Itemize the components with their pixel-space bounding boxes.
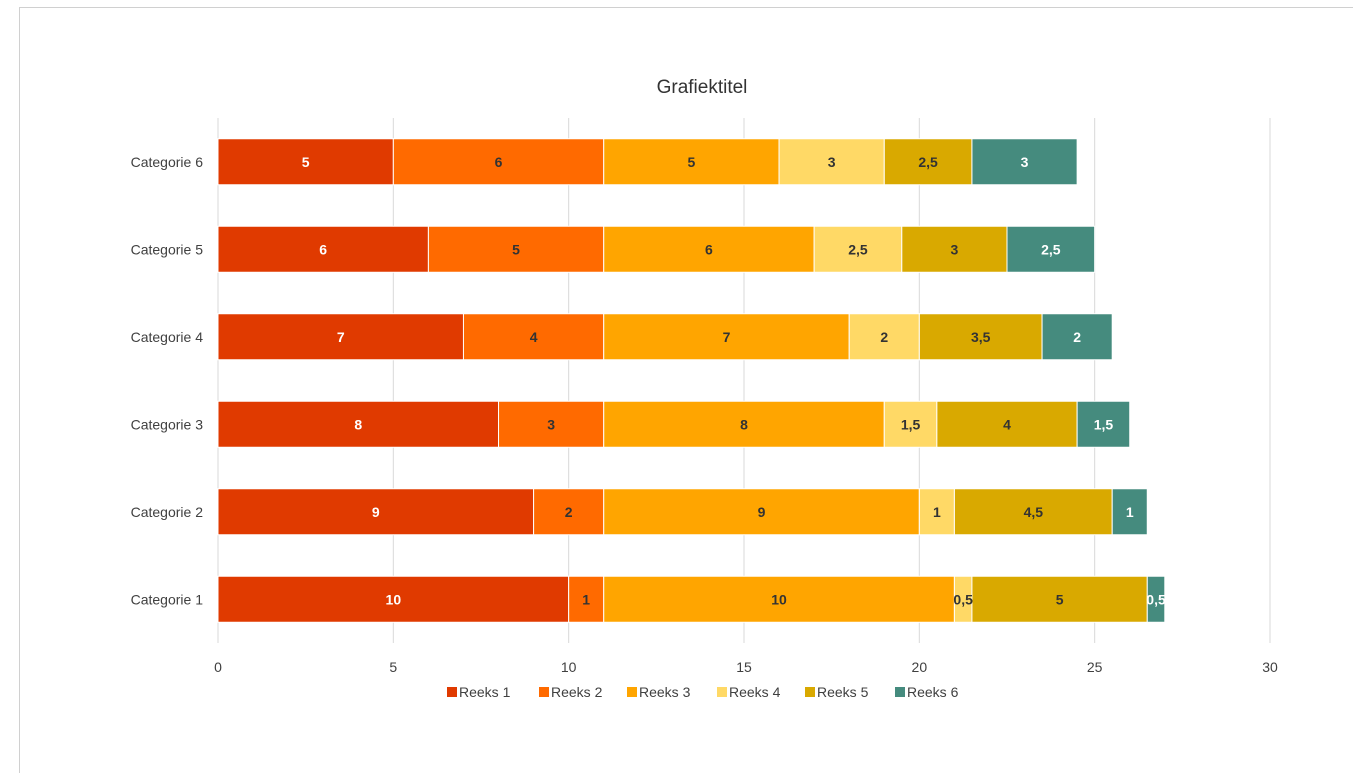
data-label: 8 (354, 416, 362, 432)
data-label: 5 (512, 241, 520, 257)
x-tick-label: 20 (912, 659, 928, 675)
bar-segment (217, 400, 500, 448)
data-label: 4 (1003, 416, 1011, 432)
bar-segment (848, 313, 920, 361)
data-label: 0,5 (1146, 591, 1166, 607)
data-label: 9 (372, 504, 380, 520)
bar-segment (603, 400, 885, 448)
legend: Reeks 1 Reeks 2 Reeks 3 Reeks 4 Reeks 5 Reeks… (447, 684, 959, 700)
legend-label: Reeks 4 (729, 684, 781, 700)
data-label: 2 (1073, 329, 1081, 345)
category-label: Categorie 2 (131, 504, 204, 520)
data-label: 6 (705, 241, 713, 257)
x-tick-label: 10 (561, 659, 577, 675)
bar-segment (1076, 400, 1131, 448)
bar-segment (603, 225, 815, 273)
legend-swatch (447, 687, 457, 697)
bar-segment (217, 488, 535, 536)
data-labels: 10 1 10 0,5 5 0,5 9 2 9 1 4,5 1 8 3 8 1,5 4 1,5 7 4 7 2 3,5 2 6 5… (302, 154, 1166, 608)
data-label: 10 (386, 591, 402, 607)
x-tick-label: 25 (1087, 659, 1103, 675)
bar-segment (603, 488, 920, 536)
data-label: 6 (319, 241, 327, 257)
bar-segments (217, 138, 1166, 623)
data-label: 3 (951, 241, 959, 257)
x-axis-tick-labels: 0 5 10 15 20 25 30 (214, 659, 1278, 675)
data-label: 4,5 (1024, 504, 1044, 520)
data-label: 10 (771, 591, 787, 607)
data-label: 3 (1021, 154, 1029, 170)
data-label: 5 (1056, 591, 1064, 607)
data-label: 1,5 (1094, 416, 1114, 432)
bar-segment (603, 313, 850, 361)
bar-segment (1041, 313, 1113, 361)
gridlines (217, 118, 1271, 643)
category-label: Categorie 6 (131, 154, 204, 170)
x-tick-label: 30 (1262, 659, 1278, 675)
bar-segment (901, 225, 1008, 273)
bar-segment (883, 138, 973, 186)
data-label: 3,5 (971, 329, 991, 345)
data-label: 1 (1126, 504, 1134, 520)
category-label: Categorie 5 (131, 241, 204, 257)
bar-segment (462, 313, 605, 361)
data-label: 4 (530, 329, 538, 345)
bar-segment (1006, 225, 1096, 273)
data-label: 2,5 (918, 154, 938, 170)
chart-frame (19, 7, 1353, 773)
data-label: 8 (740, 416, 748, 432)
data-label: 5 (302, 154, 310, 170)
data-label: 1,5 (901, 416, 921, 432)
bar-segment (883, 400, 938, 448)
data-label: 7 (337, 329, 345, 345)
bar-segment (971, 575, 1148, 623)
legend-swatch (627, 687, 637, 697)
bar-segment (953, 488, 1113, 536)
data-label: 3 (547, 416, 555, 432)
data-label: 9 (758, 504, 766, 520)
legend-swatch (539, 687, 549, 697)
bar-segment (603, 575, 955, 623)
legend-swatch (805, 687, 815, 697)
data-label: 2 (880, 329, 888, 345)
data-label: 2 (565, 504, 573, 520)
bar-segment (778, 138, 885, 186)
legend-swatch (717, 687, 727, 697)
category-label: Categorie 4 (131, 329, 204, 345)
data-label: 2,5 (848, 241, 868, 257)
legend-label: Reeks 3 (639, 684, 691, 700)
data-label: 0,5 (953, 591, 973, 607)
bar-segment (918, 313, 1043, 361)
bar-segment (427, 225, 605, 273)
bar-segment (971, 138, 1078, 186)
data-label: 6 (495, 154, 503, 170)
legend-label: Reeks 6 (907, 684, 959, 700)
legend-label: Reeks 5 (817, 684, 869, 700)
legend-swatch (895, 687, 905, 697)
data-label: 7 (723, 329, 731, 345)
legend-label: Reeks 1 (459, 684, 511, 700)
x-tick-label: 0 (214, 659, 222, 675)
category-labels: Categorie 1 Categorie 2 Categorie 3 Categor… (131, 154, 204, 608)
category-label: Categorie 1 (131, 591, 204, 607)
data-label: 2,5 (1041, 241, 1061, 257)
data-label: 1 (582, 591, 590, 607)
bar-segment (217, 225, 429, 273)
bar-segment (936, 400, 1078, 448)
bar-segment (813, 225, 903, 273)
bar-segment (568, 575, 605, 623)
x-tick-label: 15 (736, 659, 752, 675)
bar-segment (1111, 488, 1148, 536)
bar-segment (1146, 575, 1166, 623)
legend-label: Reeks 2 (551, 684, 603, 700)
chart-title: Grafiektitel (657, 77, 748, 98)
bar-segment (392, 138, 605, 186)
category-label: Categorie 3 (131, 416, 204, 432)
data-label: 3 (828, 154, 836, 170)
data-label: 1 (933, 504, 941, 520)
bar-segment (217, 313, 464, 361)
data-label: 5 (688, 154, 696, 170)
x-tick-label: 5 (389, 659, 397, 675)
